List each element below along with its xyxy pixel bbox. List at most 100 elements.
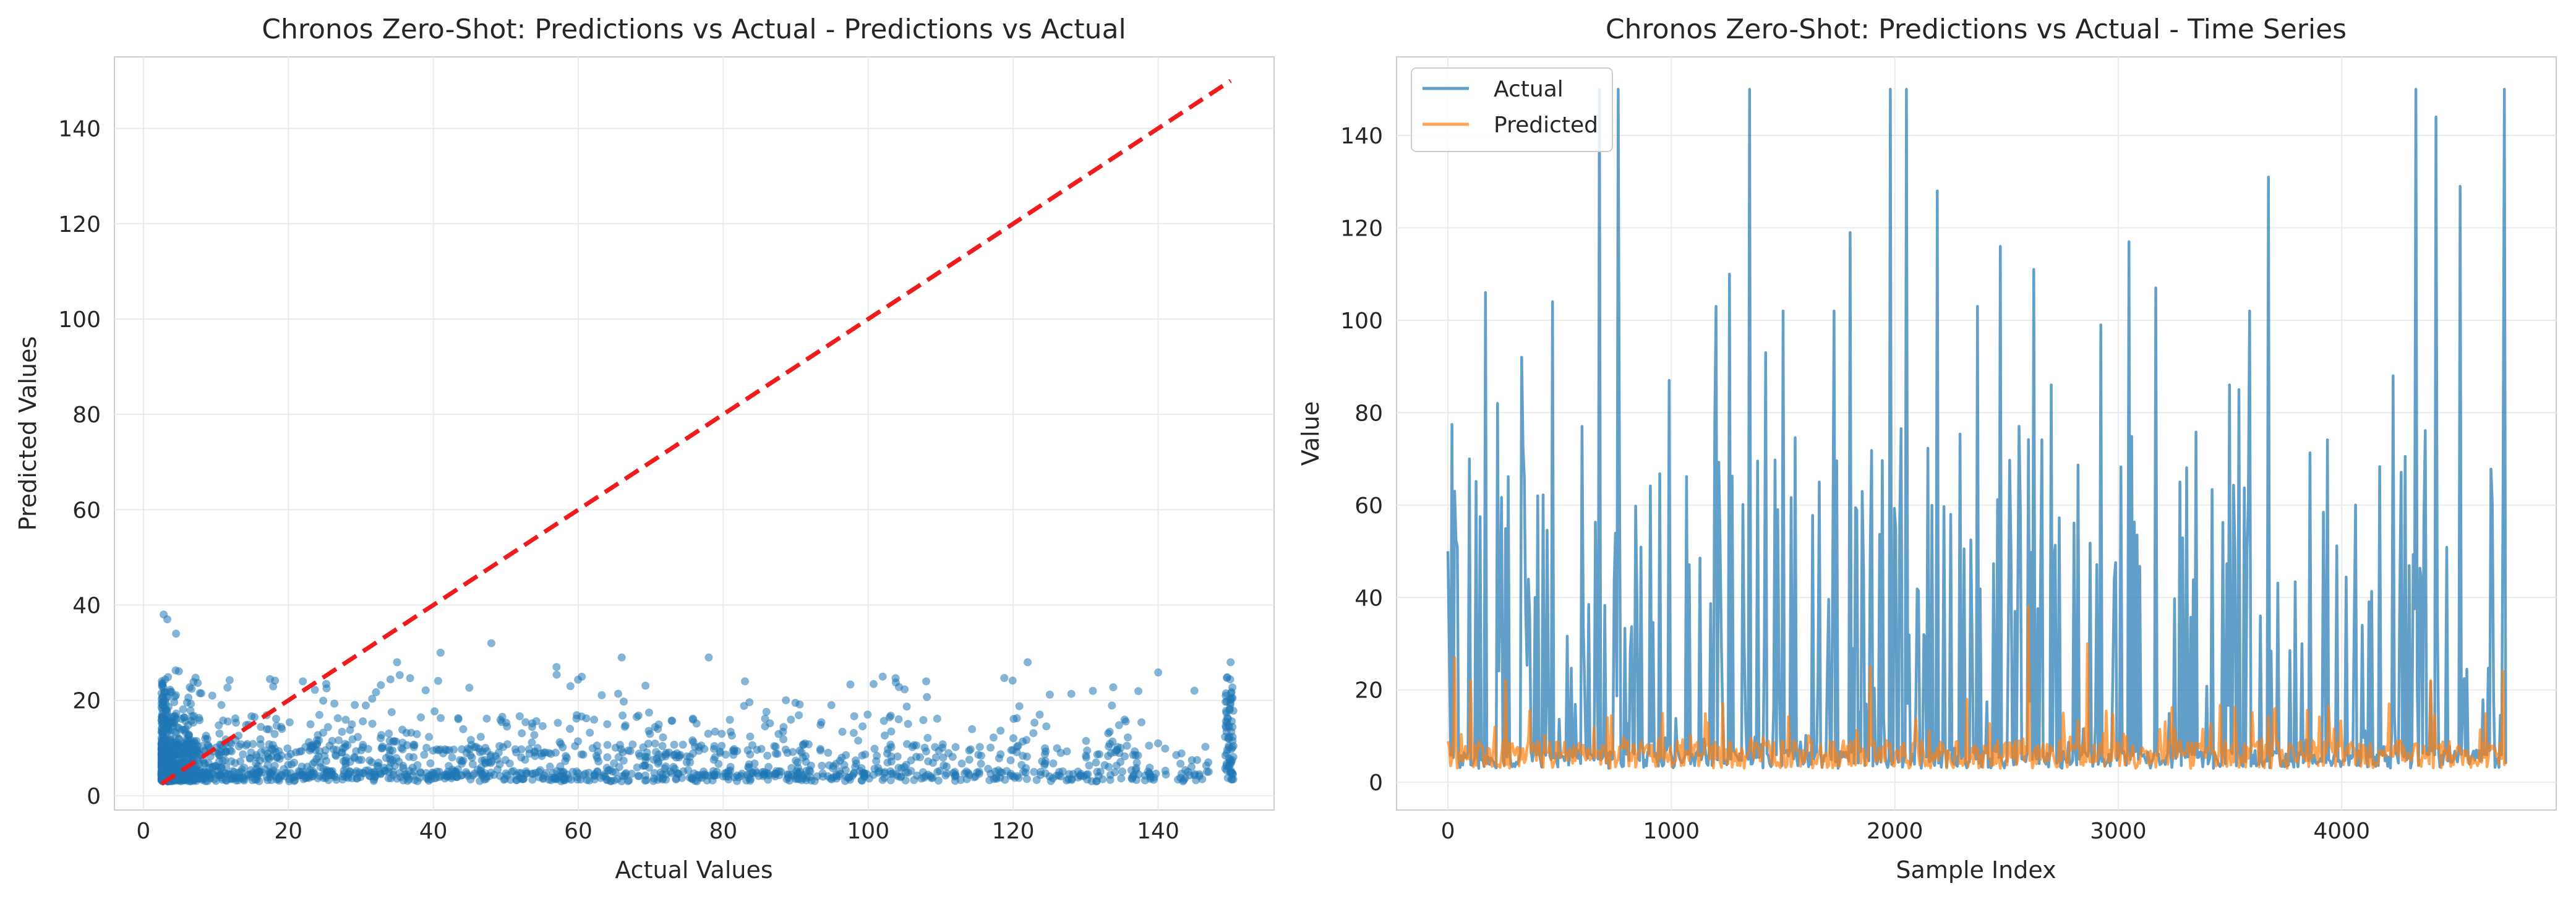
scatter-point	[232, 719, 240, 727]
scatter-point	[676, 751, 685, 759]
scatter-point	[886, 776, 895, 785]
scatter-point	[1187, 762, 1196, 771]
scatter-point	[704, 653, 713, 662]
scatter-point	[178, 725, 187, 734]
scatter-point	[505, 759, 514, 768]
timeseries-y-tick-label: 80	[1354, 401, 1383, 426]
scatter-point	[984, 764, 993, 773]
scatter-point	[761, 722, 769, 731]
scatter-point	[342, 753, 351, 762]
scatter-point	[1082, 753, 1090, 762]
scatter-point	[1083, 746, 1092, 755]
scatter-point	[894, 715, 903, 723]
scatter-point	[515, 712, 524, 720]
scatter-point	[234, 731, 243, 740]
scatter-point	[1223, 774, 1232, 782]
scatter-point	[730, 773, 738, 782]
scatter-point	[591, 772, 599, 780]
scatter-point	[314, 774, 322, 783]
scatter-point	[870, 680, 878, 688]
scatter-point	[507, 775, 515, 784]
scatter-point	[231, 759, 239, 767]
scatter-point	[263, 749, 272, 758]
scatter-point	[184, 693, 193, 702]
timeseries-x-axis-label: Sample Index	[1896, 856, 2056, 884]
scatter-point	[256, 735, 265, 743]
scatter-point	[367, 758, 376, 767]
scatter-point	[669, 751, 678, 759]
scatter-point	[782, 696, 790, 704]
scatter-x-tick-label: 60	[564, 819, 593, 844]
scatter-y-axis-label: Predicted Values	[14, 336, 41, 531]
scatter-point	[717, 741, 726, 750]
scatter-point	[748, 741, 756, 749]
scatter-point	[644, 708, 653, 717]
scatter-point	[986, 743, 995, 752]
scatter-point	[190, 775, 199, 784]
scatter-point	[396, 773, 405, 782]
scatter-point	[1022, 775, 1031, 783]
scatter-point	[521, 718, 530, 727]
scatter-point	[330, 699, 339, 708]
scatter-point	[795, 700, 804, 709]
scatter-point	[1085, 761, 1093, 770]
scatter-point	[684, 766, 692, 774]
scatter-point	[266, 675, 274, 683]
scatter-point	[919, 716, 928, 724]
scatter-point	[538, 722, 547, 730]
scatter-point	[795, 711, 803, 720]
scatter-point	[704, 730, 712, 738]
scatter-point	[939, 753, 948, 762]
scatter-x-tick-label: 40	[419, 819, 448, 844]
reference-line	[160, 79, 1232, 786]
timeseries-y-tick-label: 100	[1340, 309, 1383, 334]
scatter-point	[518, 729, 526, 738]
scatter-point	[481, 758, 490, 767]
scatter-point	[887, 727, 896, 736]
scatter-point	[323, 766, 332, 775]
scatter-point	[614, 689, 622, 698]
scatter-point	[1223, 714, 1231, 722]
scatter-point	[818, 761, 826, 770]
scatter-point	[197, 689, 205, 697]
scatter-point	[1037, 770, 1045, 779]
scatter-point	[393, 658, 401, 667]
scatter-point	[1015, 702, 1024, 710]
scatter-point	[904, 720, 912, 728]
scatter-point	[934, 776, 943, 785]
scatter-point	[817, 718, 826, 727]
scatter-point	[439, 749, 447, 757]
scatter-point	[803, 774, 811, 782]
scatter-point	[1222, 722, 1230, 730]
scatter-point	[951, 743, 960, 751]
scatter-point	[482, 747, 491, 756]
scatter-point	[384, 774, 393, 783]
scatter-point	[277, 723, 286, 731]
scatter-point	[711, 727, 719, 736]
scatter-point	[472, 743, 481, 751]
scatter-point	[1181, 766, 1189, 774]
scatter-point	[581, 769, 589, 778]
scatter-y-tick-label: 0	[87, 784, 101, 809]
scatter-point	[556, 772, 565, 780]
scatter-point	[881, 731, 889, 740]
scatter-point	[910, 741, 918, 749]
scatter-point	[229, 774, 237, 783]
scatter-point	[683, 752, 691, 761]
scatter-point	[599, 772, 607, 780]
scatter-point	[281, 769, 290, 777]
scatter-point	[239, 775, 248, 783]
scatter-point	[641, 681, 650, 690]
scatter-point	[1226, 658, 1235, 667]
scatter-point	[1154, 668, 1163, 676]
scatter-point	[613, 775, 622, 783]
scatter-point	[635, 772, 643, 780]
scatter-point	[618, 711, 627, 720]
scatter-point	[554, 719, 562, 727]
scatter-point	[996, 727, 1005, 735]
scatter-point	[1009, 734, 1017, 743]
scatter-point	[1172, 751, 1181, 759]
scatter-point	[552, 670, 561, 679]
timeseries-y-tick-label: 120	[1340, 216, 1383, 241]
